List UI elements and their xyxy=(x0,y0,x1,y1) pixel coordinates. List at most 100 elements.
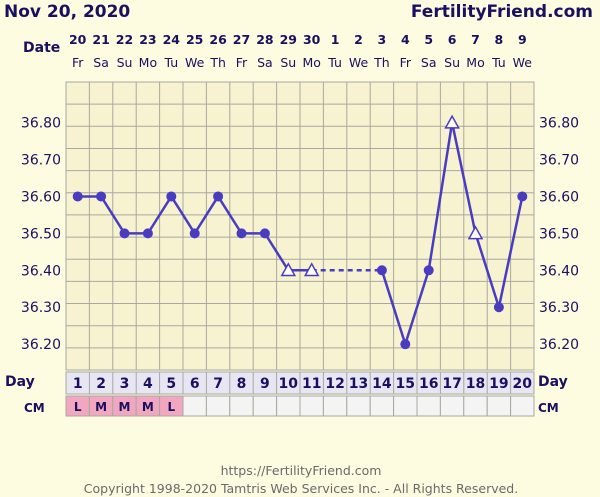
weekday-label: Mo xyxy=(139,55,157,70)
cm-cell xyxy=(486,395,512,417)
y-axis-left: 36.20 36.30 36.40 36.50 36.60 36.70 36.80 xyxy=(21,116,61,354)
date-label: 23 xyxy=(139,32,156,47)
temp-line-segment xyxy=(404,269,430,345)
cm-row-label-right: CM xyxy=(538,401,559,415)
grid xyxy=(66,82,534,370)
temp-line-segment xyxy=(474,233,501,308)
cm-cell xyxy=(205,395,231,417)
cm-value: M xyxy=(95,400,107,414)
cm-cell xyxy=(322,395,348,417)
date-label: 27 xyxy=(233,32,250,47)
temp-point xyxy=(119,228,130,239)
weekday-label: Su xyxy=(117,55,133,70)
weekday-label: Sa xyxy=(257,55,273,70)
cycle-day-label: 15 xyxy=(396,376,415,392)
cycle-day-label: 1 xyxy=(73,376,83,392)
chart-header: Nov 20, 2020 FertilityFriend.com xyxy=(4,2,593,22)
cm-value: M xyxy=(142,400,154,414)
cm-cell xyxy=(439,395,465,417)
date-row-label: Date xyxy=(23,40,60,56)
day-row: 1 2 3 4 5 6 7 8 9 10 11 12 13 14 15 16 17 18 19 20 xyxy=(65,371,535,395)
temp-point xyxy=(142,228,153,239)
temp-point-triangle xyxy=(444,114,460,129)
cycle-day-label: 10 xyxy=(279,376,299,392)
cycle-day-label: 13 xyxy=(349,376,368,392)
date-label: 8 xyxy=(495,32,504,47)
y-tick-label-left: 36.60 xyxy=(21,189,61,205)
cm-cell xyxy=(393,395,418,417)
site-title: FertilityFriend.com xyxy=(411,2,593,22)
temp-point xyxy=(96,191,107,202)
date-label: 1 xyxy=(331,32,340,47)
weekday-label: Mo xyxy=(466,55,484,70)
y-tick-label-left: 36.50 xyxy=(21,226,61,242)
date-label: 26 xyxy=(209,32,227,47)
weekday-label: Th xyxy=(209,55,226,70)
cycle-day-label: 9 xyxy=(260,376,270,392)
date-label: 9 xyxy=(518,32,527,47)
y-tick-label-left: 36.20 xyxy=(21,337,61,353)
cycle-day-label: 7 xyxy=(213,376,223,392)
temp-point xyxy=(400,339,411,350)
temperature-series xyxy=(72,114,528,350)
weekday-label: Sa xyxy=(421,55,437,70)
date-label: 20 xyxy=(69,32,87,47)
y-tick-label-right: 36.80 xyxy=(539,116,579,132)
footer-url: https://FertilityFriend.com xyxy=(221,463,382,478)
y-axis-right: 36.20 36.30 36.40 36.50 36.60 36.70 36.80 xyxy=(539,116,579,354)
date-label: 6 xyxy=(448,32,457,47)
temp-point xyxy=(493,302,504,313)
temp-line-segment xyxy=(193,195,220,235)
weekday-label: We xyxy=(349,55,369,70)
weekday-label: Su xyxy=(444,55,460,70)
weekday-label: Su xyxy=(280,55,296,70)
date-label: 3 xyxy=(378,32,387,47)
weekday-label: Tu xyxy=(327,55,342,70)
temp-point xyxy=(213,191,224,202)
cycle-day-label: 11 xyxy=(302,376,321,392)
weekday-label: Tu xyxy=(163,55,178,70)
day-row-label-left: Day xyxy=(5,374,35,390)
weekday-label: Sa xyxy=(93,55,109,70)
cm-value: M xyxy=(119,400,131,414)
cycle-day-label: 6 xyxy=(190,376,200,392)
date-label: 5 xyxy=(424,32,433,47)
date-label: 22 xyxy=(116,32,133,47)
cycle-day-label: 20 xyxy=(513,376,533,392)
temp-point-triangle xyxy=(467,225,484,240)
temp-point xyxy=(72,191,83,202)
temp-line-segment xyxy=(100,195,126,235)
date-label: 24 xyxy=(163,32,181,47)
y-tick-label-left: 36.80 xyxy=(21,116,61,132)
cm-cell xyxy=(252,395,278,417)
y-tick-label-right: 36.30 xyxy=(539,300,579,316)
cm-row-label-left: CM xyxy=(24,401,45,415)
cycle-day-label: 17 xyxy=(442,376,461,392)
temp-point-triangle xyxy=(280,262,297,277)
cycle-day-label: 16 xyxy=(419,376,438,392)
date-label: 21 xyxy=(92,32,109,47)
date-row: 20Fr21Sa22Su23Mo24Tu25We26Th27Fr28Sa29Su… xyxy=(69,32,532,70)
temp-line-segment xyxy=(450,122,477,234)
cm-cell xyxy=(229,395,254,417)
y-tick-label-left: 36.40 xyxy=(21,263,61,279)
temp-point xyxy=(189,228,200,239)
cycle-day-label: 5 xyxy=(166,376,176,392)
temp-point xyxy=(376,265,387,276)
weekday-label: We xyxy=(513,55,533,70)
date-label: 4 xyxy=(401,32,410,47)
temp-line-segment xyxy=(146,195,173,235)
weekday-label: Fr xyxy=(72,55,84,70)
temp-line-segment xyxy=(497,196,524,308)
temp-point xyxy=(517,191,528,202)
date-label: 2 xyxy=(354,32,363,47)
temp-line-segment xyxy=(217,195,243,235)
date-label: 7 xyxy=(471,32,480,47)
cm-cell xyxy=(346,395,371,417)
cycle-day-label: 19 xyxy=(489,376,508,392)
weekday-label: Tu xyxy=(491,55,506,70)
cm-cell xyxy=(276,395,301,417)
temp-point xyxy=(166,191,177,202)
